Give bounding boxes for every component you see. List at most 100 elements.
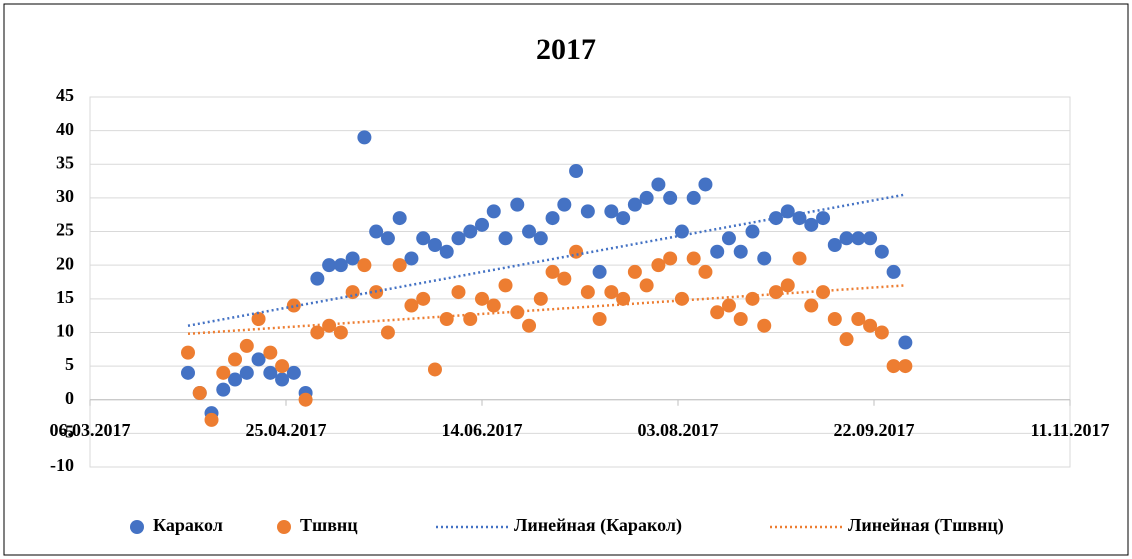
point xyxy=(627,197,642,212)
point xyxy=(686,251,701,266)
point xyxy=(333,258,348,273)
point xyxy=(827,238,842,252)
point xyxy=(357,258,372,273)
point xyxy=(380,231,395,246)
point xyxy=(569,244,584,259)
legend-label: Тшвнц xyxy=(300,515,358,535)
point xyxy=(557,271,572,286)
point xyxy=(475,217,489,232)
point xyxy=(616,291,631,306)
point xyxy=(298,392,313,407)
point xyxy=(827,312,842,326)
y-tick-label: 15 xyxy=(56,287,74,307)
point xyxy=(369,224,384,239)
point xyxy=(721,231,736,246)
y-tick-label: 20 xyxy=(56,253,74,273)
point xyxy=(416,291,431,306)
point xyxy=(674,291,689,306)
x-tick-label: 03.08.2017 xyxy=(638,420,719,440)
y-tick-label: 45 xyxy=(56,85,74,105)
point xyxy=(357,130,372,145)
point xyxy=(404,251,419,266)
point xyxy=(557,197,572,212)
point xyxy=(427,238,442,252)
point xyxy=(663,251,678,266)
point xyxy=(522,318,537,333)
x-tick-label: 25.04.2017 xyxy=(246,420,327,440)
point xyxy=(780,204,795,219)
point xyxy=(757,318,772,333)
point xyxy=(322,258,337,273)
point xyxy=(569,164,584,178)
y-tick-label: 10 xyxy=(56,321,74,341)
point xyxy=(898,359,913,374)
point xyxy=(392,211,407,226)
point xyxy=(863,318,878,333)
y-tick-label: 35 xyxy=(56,152,74,172)
point xyxy=(427,362,442,377)
point xyxy=(239,338,254,353)
point xyxy=(580,285,595,300)
point xyxy=(604,285,619,300)
point xyxy=(181,365,195,380)
point xyxy=(886,264,901,279)
point xyxy=(745,291,760,306)
point xyxy=(345,285,360,300)
chart-title: 2017 xyxy=(536,33,596,66)
point xyxy=(627,264,642,279)
point xyxy=(851,312,866,326)
point xyxy=(639,278,654,293)
point xyxy=(451,231,466,246)
point xyxy=(639,190,654,205)
point xyxy=(545,264,560,279)
point xyxy=(863,231,878,246)
point xyxy=(475,291,489,306)
point xyxy=(310,271,325,286)
point xyxy=(804,298,819,313)
point xyxy=(533,231,548,246)
point xyxy=(251,312,266,326)
point xyxy=(651,258,666,273)
point xyxy=(592,264,607,279)
point xyxy=(721,298,736,313)
point xyxy=(733,244,748,259)
point xyxy=(510,197,525,212)
y-tick-label: 25 xyxy=(56,220,74,240)
point xyxy=(804,217,819,232)
point xyxy=(886,359,901,374)
point xyxy=(275,359,290,374)
point xyxy=(181,345,195,360)
point xyxy=(698,177,713,192)
point xyxy=(498,278,513,293)
point xyxy=(392,258,407,273)
point xyxy=(733,312,748,326)
x-tick-label: 11.11.2017 xyxy=(1030,420,1109,440)
point xyxy=(533,291,548,306)
point xyxy=(486,298,501,313)
point xyxy=(404,298,419,313)
y-tick-label: 40 xyxy=(56,119,74,139)
point xyxy=(310,325,325,340)
point xyxy=(451,285,466,300)
point xyxy=(816,211,831,226)
point xyxy=(463,312,478,326)
point xyxy=(192,386,207,400)
legend-marker xyxy=(277,520,291,534)
point xyxy=(486,204,501,219)
point xyxy=(322,318,337,333)
point xyxy=(698,264,713,279)
point xyxy=(663,190,678,205)
point xyxy=(592,312,607,326)
point xyxy=(745,224,760,239)
point xyxy=(286,298,301,313)
point xyxy=(792,211,807,226)
point xyxy=(239,365,254,380)
point xyxy=(604,204,619,219)
point xyxy=(439,244,454,259)
point xyxy=(416,231,431,246)
point xyxy=(757,251,772,266)
x-tick-label: 06.03.2017 xyxy=(50,420,131,440)
point xyxy=(228,352,243,367)
legend-label: Каракол xyxy=(153,515,223,535)
